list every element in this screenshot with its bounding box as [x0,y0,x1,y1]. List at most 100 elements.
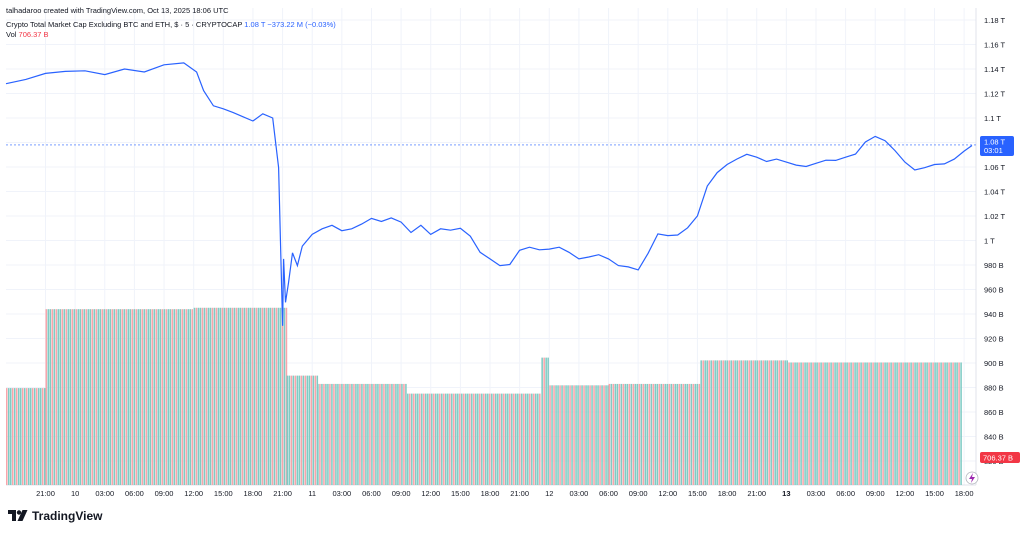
volume-bar [247,307,250,485]
volume-bar [298,375,301,485]
volume-bar [622,383,625,485]
volume-bar [790,362,792,485]
volume-bar [389,383,391,485]
volume-bar [509,393,511,485]
volume-bar [690,383,693,485]
volume-bar [207,307,210,485]
volume-bar [754,360,756,485]
volume-bar [327,383,329,485]
volume-bar [908,362,910,485]
volume-bar [541,357,543,485]
volume-bar [369,383,371,485]
volume-bar [692,383,695,485]
volume-bar [345,383,347,485]
volume-bar [720,360,722,485]
volume-bar [744,360,746,485]
volume-bar [12,388,14,485]
volume-bar [67,309,70,485]
volume-value: 706.37 B [18,30,49,39]
volume-bar [44,388,46,485]
volume-bar [936,362,938,485]
time-tick-label: 15:00 [451,489,470,498]
volume-bar [894,362,896,485]
volume-bar [517,393,519,485]
volume-bar [415,393,417,485]
volume-bar [610,383,613,485]
volume-bar [666,383,669,485]
volume-bar [375,383,377,485]
time-tick-label: 21:00 [510,489,529,498]
volume-bar [618,383,621,485]
volume-bar [710,360,712,485]
volume-bar [359,383,361,485]
volume-bar [349,383,351,485]
volume-bar [363,383,365,485]
volume-bar [477,393,479,485]
volume-bar [263,307,266,485]
volume-bar [682,383,685,485]
volume-bar [125,309,128,485]
volume-bar [290,375,293,485]
volume-bar [714,360,716,485]
volume-bar [227,307,230,485]
volume-bar [646,383,649,485]
volume-bar [109,309,112,485]
volume-bar [393,383,395,485]
price-tick-label: 960 B [984,286,1004,295]
volume-bar [273,307,276,485]
symbol-legend[interactable]: Crypto Total Market Cap Excluding BTC an… [6,20,336,29]
volume-bar [898,362,900,485]
volume-bar [267,307,270,485]
volume-bar [525,393,527,485]
lightning-icon[interactable] [965,471,979,485]
volume-bar [211,307,214,485]
volume-bar [467,393,469,485]
volume-bar [321,383,323,485]
volume-bar [401,383,403,485]
volume-bar [948,362,950,485]
volume-bar [593,385,595,485]
volume-bar [343,383,345,485]
volume-bar [626,383,629,485]
volume-bar [8,388,10,485]
time-tick-label: 03:00 [570,489,589,498]
volume-bar [882,362,884,485]
volume-bar [932,362,934,485]
volume-bar [171,309,174,485]
volume-bar [864,362,866,485]
volume-bar [700,360,702,485]
volume-bar [95,309,98,485]
volume-bar [249,307,252,485]
volume-bar [650,383,653,485]
volume-bar [149,309,152,485]
volume-bar [816,362,818,485]
volume-bar [670,383,673,485]
volume-legend[interactable]: Vol 706.37 B [6,30,49,39]
tradingview-logo[interactable]: TradingView [8,509,102,523]
volume-bar [391,383,393,485]
volume-bar [688,383,691,485]
volume-bar [856,362,858,485]
volume-bar [824,362,826,485]
volume-bar [292,375,295,485]
volume-bar [736,360,738,485]
volume-bar [575,385,577,485]
volume-bar [922,362,924,485]
volume-bar [139,309,142,485]
volume-bar [668,383,671,485]
volume-bar [607,385,609,485]
volume-bar [331,383,333,485]
volume-bar [63,309,66,485]
volume-bar [461,393,463,485]
volume-bar [820,362,822,485]
volume-bar [792,362,794,485]
volume-bar [485,393,487,485]
price-line [5,62,973,326]
volume-bar [65,309,68,485]
volume-bar [117,309,120,485]
volume-bar [579,385,581,485]
volume-bar [870,362,872,485]
volume-bar [85,309,88,485]
volume-bar [630,383,633,485]
